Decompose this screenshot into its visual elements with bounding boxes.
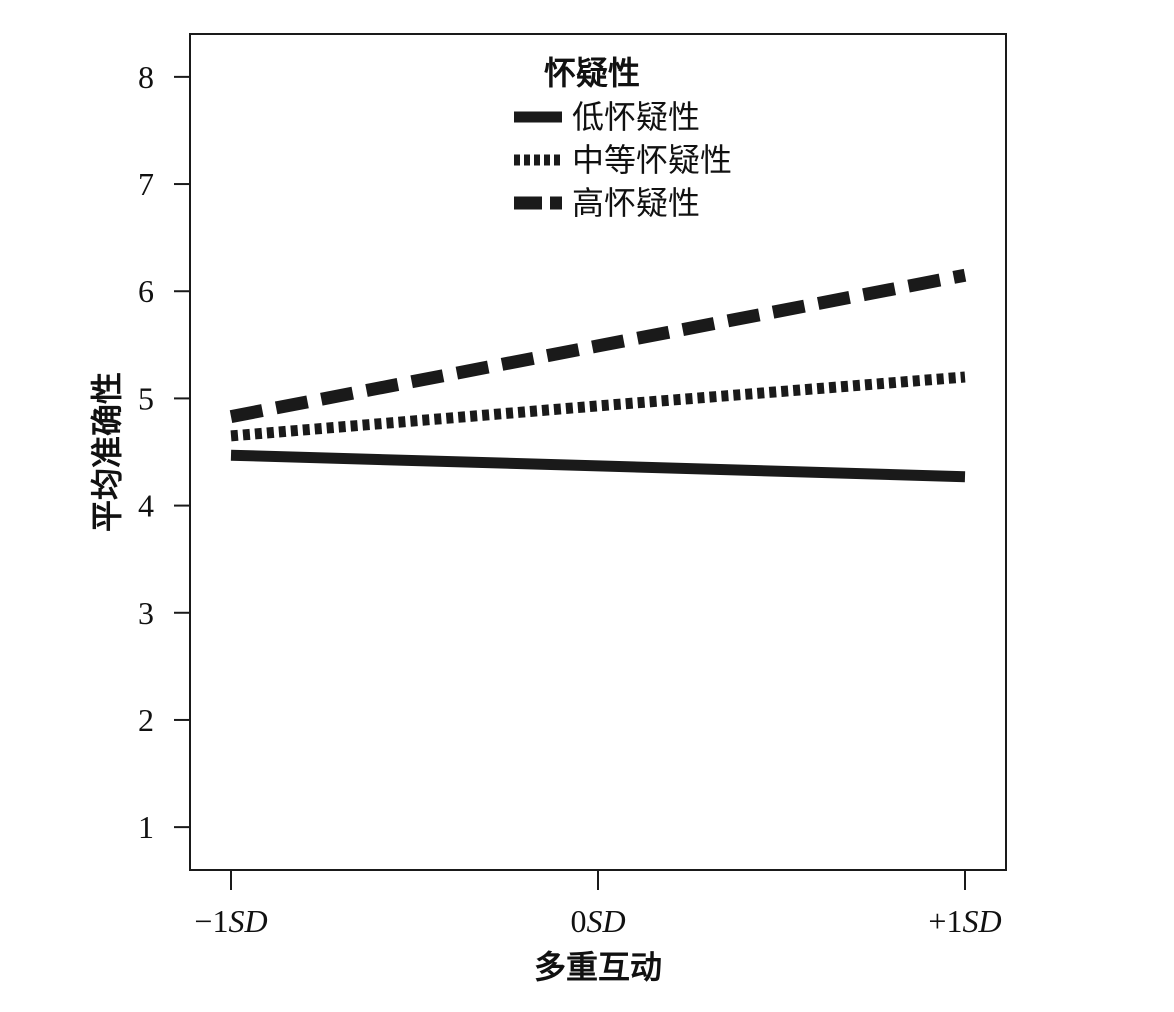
x-axis-title: 多重互动 [534,948,662,986]
x-tick-unit: SD [962,903,1001,939]
series-line-dotted [230,371,966,442]
x-axis: −1SD 0SD +1SD [194,870,1002,939]
series-lines [229,268,967,483]
x-tick-unit: SD [586,903,625,939]
y-tick-label: 7 [138,166,154,202]
x-tick-number: +1 [928,903,962,939]
x-tick-label: 0SD [570,903,625,939]
y-tick-label: 4 [138,488,154,524]
y-tick-label: 3 [138,595,154,631]
x-tick-unit: SD [228,903,267,939]
legend-label: 低怀疑性 [572,98,700,136]
y-tick-label: 2 [138,702,154,738]
y-axis-title: 平均准确性 [88,372,126,532]
series-line-solid [230,449,966,483]
legend-label: 高怀疑性 [572,184,700,222]
x-tick-label: +1SD [928,903,1001,939]
x-tick-number: 0 [570,903,586,939]
y-tick-label: 5 [138,380,154,416]
y-tick-label: 6 [138,273,154,309]
x-tick-number: −1 [194,903,228,939]
y-tick-label: 1 [138,809,154,845]
series-line-dashed [229,268,967,423]
y-tick-label: 8 [138,59,154,95]
x-tick-label: −1SD [194,903,267,939]
y-axis: 1 2 3 4 5 6 7 8 [138,59,190,845]
legend-label: 中等怀疑性 [572,141,732,179]
legend-title: 怀疑性 [544,54,640,92]
